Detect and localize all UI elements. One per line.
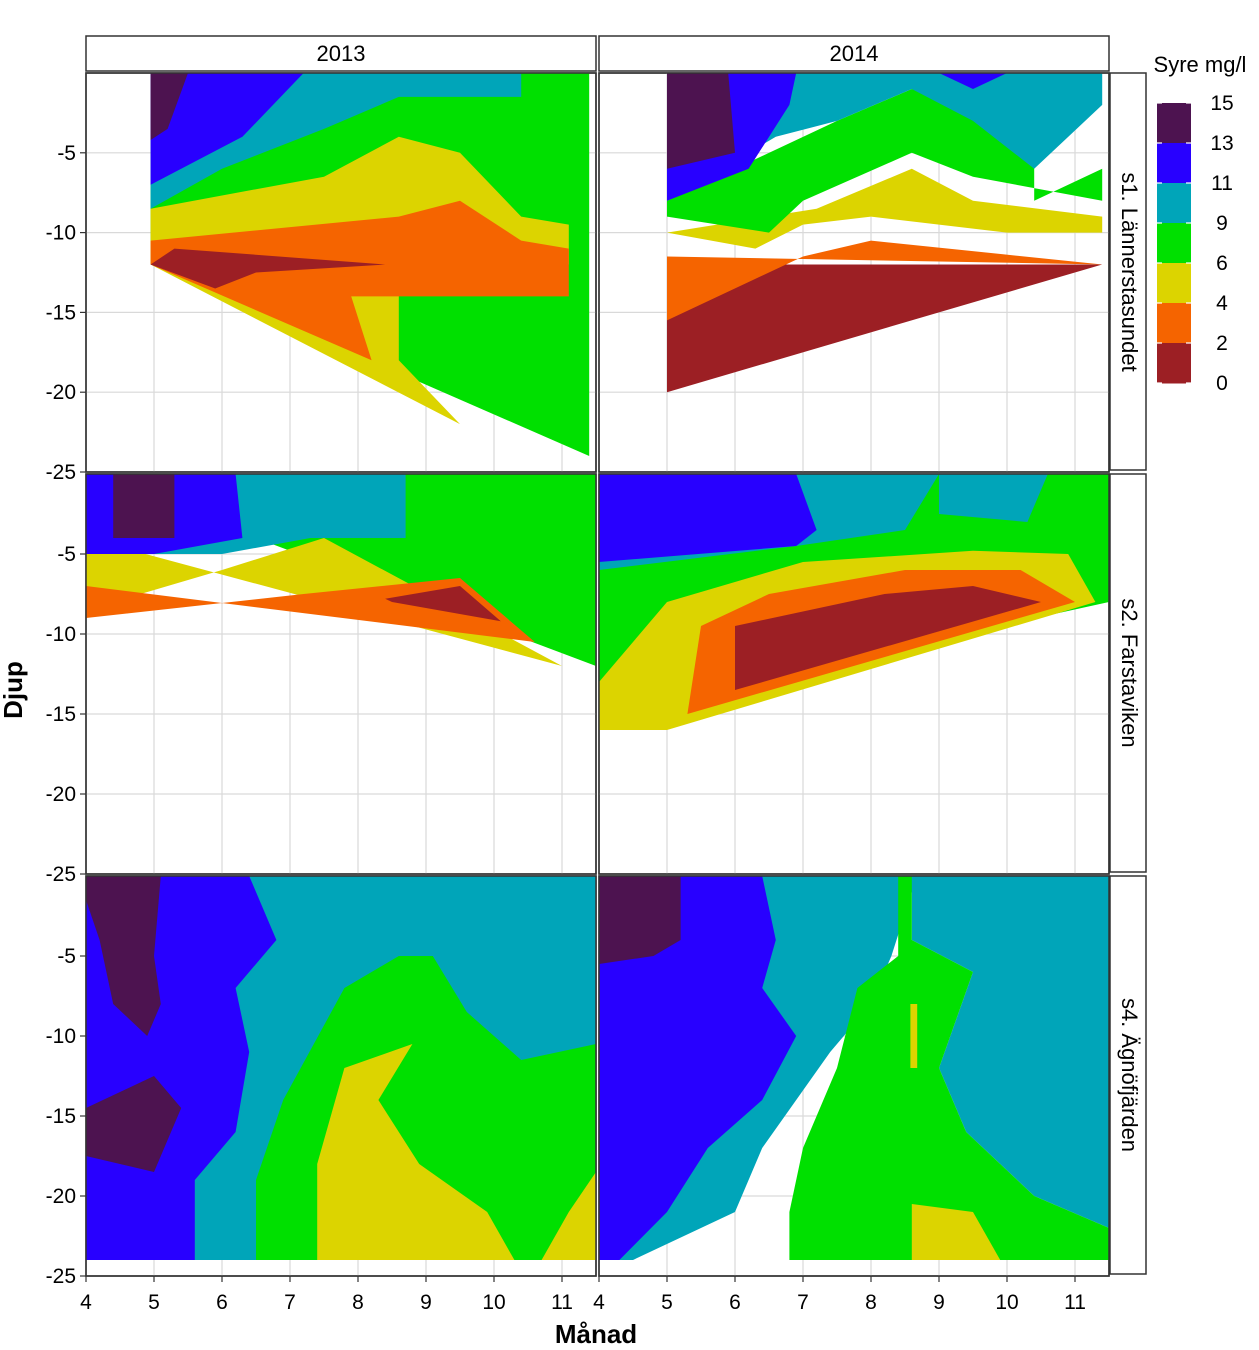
y-tick-label: -20: [46, 1185, 76, 1208]
strip-s1: [1109, 72, 1147, 471]
contour-band: [599, 876, 797, 1260]
legend-swatch: [1157, 223, 1191, 264]
panel-border: [85, 72, 597, 473]
x-tick-label: 5: [148, 1291, 160, 1314]
panel-border: [598, 72, 1110, 473]
x-tick-label: 10: [995, 1291, 1018, 1314]
x-tick-label: 11: [551, 1291, 573, 1314]
y-tick-label: -5: [57, 543, 76, 566]
y-tick-label: -20: [46, 381, 76, 404]
legend-label: 11: [1211, 172, 1233, 195]
contour-band: [86, 1076, 182, 1172]
legend-swatch: [1157, 263, 1191, 304]
facet-row-label-s4: s4. Ägnöfjärden: [1117, 998, 1142, 1152]
contour-band: [599, 876, 681, 964]
legend-swatch: [1157, 183, 1191, 224]
panel-2014-s4: [598, 875, 1110, 1277]
y-tick-label: -10: [46, 222, 76, 245]
contour-band: [735, 586, 1041, 690]
x-tick-label: 9: [933, 1291, 945, 1314]
panel-border: [85, 473, 597, 875]
y-tick-label: -20: [46, 783, 76, 806]
contour-band: [911, 1204, 1001, 1260]
legend-label: 2: [1216, 332, 1228, 355]
panel-border: [598, 473, 1110, 875]
contour-band: [150, 248, 386, 289]
y-axis-title: Djup: [0, 661, 28, 719]
contour-band: [86, 876, 161, 1036]
legend-label: 13: [1210, 132, 1233, 155]
contour-band: [150, 73, 304, 185]
contour-band: [667, 73, 1007, 201]
contour-band: [667, 240, 1103, 321]
legend-label: 0: [1216, 372, 1228, 395]
x-tick-label: 4: [593, 1291, 605, 1314]
facet-row-label-s1: s1. Lännerstasundet: [1117, 172, 1142, 371]
panel-2013-s4: [85, 875, 597, 1277]
x-tick-label: 6: [216, 1291, 228, 1314]
facet-col-label-2014: 2014: [830, 41, 879, 66]
legend-label: 15: [1210, 92, 1233, 115]
legend-label: 4: [1216, 292, 1228, 315]
y-tick-label: -15: [46, 1105, 76, 1128]
strip-s4: [1109, 875, 1147, 1275]
strip-2013: [85, 35, 597, 72]
strip-s2: [1109, 473, 1147, 873]
legend-swatch: [1157, 303, 1191, 344]
x-tick-label: 11: [1064, 1291, 1086, 1314]
contour-band: [910, 1004, 918, 1068]
contour-band: [113, 474, 175, 538]
panel-2013-s2: [85, 473, 597, 875]
x-tick-label: 7: [284, 1291, 296, 1314]
contour-band: [667, 168, 1103, 249]
facet-col-label-2013: 2013: [317, 41, 366, 66]
x-axis: 4 5 6 7 8 9 10 11 4 5 6 7 8 9 10 11: [80, 1276, 1086, 1314]
contour-band: [385, 586, 501, 622]
contour-band: [150, 200, 569, 361]
panel-2013-s1: [85, 72, 597, 473]
contour-band: [789, 876, 1109, 1260]
x-tick-label: 8: [352, 1291, 364, 1314]
y-tick-label: -5: [57, 945, 76, 968]
y-tick-label: -15: [46, 301, 76, 324]
legend: 15 13 11 9 6 4 2 0: [1157, 92, 1234, 395]
contour-band: [150, 73, 188, 140]
contour-band: [667, 264, 1103, 393]
x-tick-label: 6: [729, 1291, 741, 1314]
panel-border: [598, 875, 1110, 1277]
x-tick-label: 10: [482, 1291, 505, 1314]
y-tick-label: -25: [46, 461, 76, 484]
y-tick-label: -10: [46, 1025, 76, 1048]
legend-swatch: [1157, 143, 1191, 184]
legend-swatch: [1157, 343, 1191, 384]
x-tick-label: 7: [797, 1291, 809, 1314]
panel-2014-s2: [598, 473, 1110, 875]
legend-title: Syre mg/l: [1154, 52, 1247, 77]
panel-border: [85, 875, 597, 1277]
y-tick-label: -25: [46, 863, 76, 886]
y-tick-label: -5: [57, 142, 76, 165]
y-tick-label: -10: [46, 623, 76, 646]
strip-2014: [598, 35, 1110, 72]
legend-swatch: [1157, 103, 1191, 144]
y-axis: -5 -10 -15 -20 -25 -5 -10 -15 -20 -25 -5 -10 -15 -20 -…: [46, 142, 86, 1288]
contour-band: [667, 73, 735, 169]
x-tick-label: 9: [420, 1291, 432, 1314]
x-axis-title: Månad: [555, 1319, 637, 1349]
legend-label: 6: [1216, 252, 1228, 275]
contour-band: [599, 474, 817, 562]
facet-row-label-s2: s2. Farstaviken: [1117, 598, 1142, 747]
contour-band: [541, 1172, 596, 1260]
legend-label: 9: [1216, 212, 1228, 235]
panel-2014-s1: [598, 72, 1110, 473]
contour-band: [317, 1044, 515, 1260]
x-tick-label: 8: [865, 1291, 877, 1314]
y-tick-label: -15: [46, 703, 76, 726]
x-tick-label: 5: [661, 1291, 673, 1314]
y-tick-label: -25: [46, 1265, 76, 1288]
x-tick-label: 4: [80, 1291, 92, 1314]
